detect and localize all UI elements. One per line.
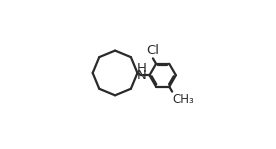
Text: N: N — [137, 69, 147, 82]
Text: CH₃: CH₃ — [173, 93, 195, 105]
Text: H: H — [137, 62, 147, 75]
Text: Cl: Cl — [147, 44, 160, 57]
